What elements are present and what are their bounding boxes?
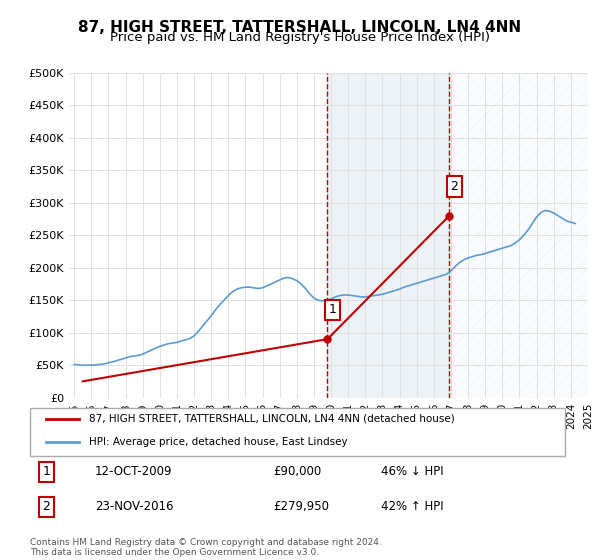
Text: 23-NOV-2016: 23-NOV-2016 [95,500,173,514]
Text: Contains HM Land Registry data © Crown copyright and database right 2024.
This d: Contains HM Land Registry data © Crown c… [30,538,382,557]
Text: £279,950: £279,950 [273,500,329,514]
Text: 1: 1 [42,465,50,478]
Text: 42% ↑ HPI: 42% ↑ HPI [381,500,443,514]
Text: HPI: Average price, detached house, East Lindsey: HPI: Average price, detached house, East… [89,437,348,447]
Bar [449,73,596,398]
Text: 2: 2 [42,500,50,514]
Text: 2: 2 [451,180,458,193]
Text: Price paid vs. HM Land Registry's House Price Index (HPI): Price paid vs. HM Land Registry's House … [110,31,490,44]
Text: £90,000: £90,000 [273,465,321,478]
Text: 87, HIGH STREET, TATTERSHALL, LINCOLN, LN4 4NN (detached house): 87, HIGH STREET, TATTERSHALL, LINCOLN, L… [89,414,455,423]
Bar [328,73,449,398]
Text: 46% ↓ HPI: 46% ↓ HPI [381,465,443,478]
Text: 87, HIGH STREET, TATTERSHALL, LINCOLN, LN4 4NN: 87, HIGH STREET, TATTERSHALL, LINCOLN, L… [79,20,521,35]
Text: 12-OCT-2009: 12-OCT-2009 [95,465,172,478]
FancyBboxPatch shape [30,408,565,456]
Text: 1: 1 [329,304,337,316]
